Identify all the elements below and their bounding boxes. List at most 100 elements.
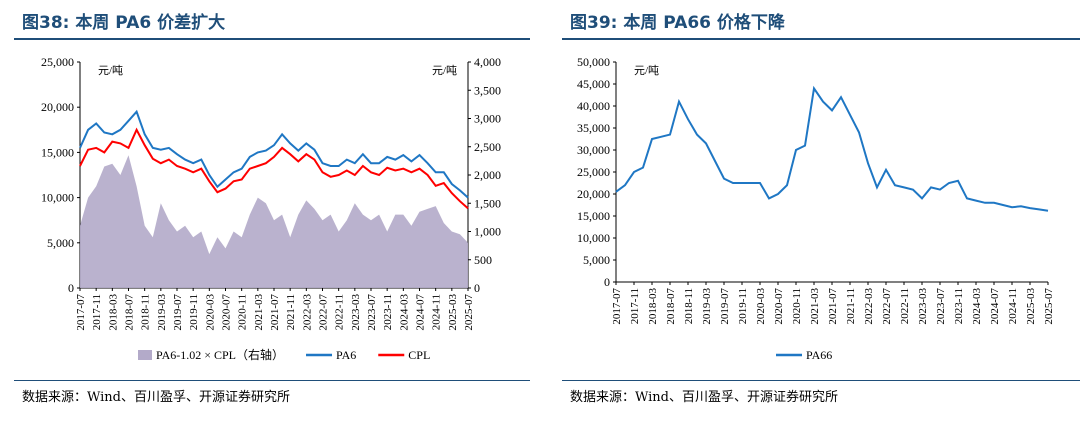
left-figure-title: 图38: 本周 PA6 价差扩大: [22, 13, 226, 33]
x-tick-label: 2021-11: [285, 294, 297, 330]
x-tick-label: 2022-03: [301, 294, 313, 331]
x-tick-label: 2021-03: [809, 288, 821, 325]
x-tick-label: 2021-07: [269, 294, 281, 331]
y-left-tick-label: 40,000: [577, 99, 610, 113]
x-tick-label: 2024-11: [431, 294, 443, 330]
x-tick-label: 2018-11: [683, 288, 695, 324]
x-tick-label: 2022-11: [899, 288, 911, 324]
left-figure-panel: 图38: 本周 PA6 价差扩大 0 5,000 10,000 15,000 20,00…: [0, 0, 530, 421]
x-tick-label: 2020-11: [237, 294, 249, 330]
legend-swatch-area: [138, 350, 152, 360]
x-tick-label: 2018-03: [107, 294, 119, 331]
x-tick-label: 2019-03: [156, 294, 168, 331]
right-bottom-rule: [562, 380, 1080, 381]
y-left-tick-label: 15,000: [577, 209, 610, 223]
x-tick-label: 2021-03: [253, 294, 265, 331]
x-tick-label: 2023-03: [350, 294, 362, 331]
x-tick-label: 2025-07: [463, 294, 475, 331]
y-right-tick-label: 3,500: [474, 83, 501, 97]
x-tick-label: 2021-11: [845, 288, 857, 324]
x-tick-label: 2025-07: [1043, 288, 1055, 325]
y-left-tick-label: 5,000: [47, 236, 74, 250]
x-tick-label: 2025-03: [447, 294, 459, 331]
y-left-tick-label: 25,000: [41, 55, 74, 69]
legend-label: PA66: [806, 348, 832, 362]
x-tick-label: 2020-11: [791, 288, 803, 324]
pa66-chart: 0 5,000 10,000 15,000 20,000 25,000 30,000 35,0…: [577, 55, 1055, 362]
y-left-tick-label: 30,000: [577, 143, 610, 157]
y-right-tick-label: 1,000: [474, 225, 501, 239]
x-tick-label: 2023-07: [935, 288, 947, 325]
y-left-tick-label: 0: [68, 281, 74, 295]
x-tick-label: 2022-03: [863, 288, 875, 325]
x-tick-label: 2022-07: [881, 288, 893, 325]
right-figure-panel: 图39: 本周 PA66 价格下降 0 5,000 10,000 15,000 20,0…: [548, 0, 1080, 421]
x-tick-label: 2023-07: [366, 294, 378, 331]
y-right-tick-label: 0: [474, 281, 480, 295]
series-area-spread: [80, 155, 468, 288]
unit-label-right: 元/吨: [432, 64, 457, 77]
left-title-rule: [14, 38, 530, 40]
x-tick-label: 2018-07: [124, 294, 136, 331]
x-tick-label: 2018-03: [647, 288, 659, 325]
pa6-chart: 0 5,000 10,000 15,000 20,000 25,000 0 500 1,000 1…: [41, 55, 501, 362]
y-right-tick-label: 500: [474, 253, 492, 267]
right-source-note: 数据来源：Wind、百川盈孚、开源证券研究所: [570, 390, 838, 405]
x-tick-label: 2019-03: [701, 288, 713, 325]
x-tick-label: 2024-07: [989, 288, 1001, 325]
x-tick-label: 2017-07: [611, 288, 623, 325]
unit-label-left: 元/吨: [98, 64, 123, 77]
y-right-tick-label: 2,000: [474, 168, 501, 182]
left-source-note: 数据来源：Wind、百川盈孚、开源证券研究所: [22, 390, 290, 405]
x-tick-label: 2023-11: [953, 288, 965, 324]
x-tick-label: 2020-07: [773, 288, 785, 325]
x-tick-label: 2024-03: [971, 288, 983, 325]
y-left-tick-label: 20,000: [577, 187, 610, 201]
y-left-tick-label: 10,000: [577, 231, 610, 245]
x-tick-label: 2018-11: [140, 294, 152, 330]
x-tick-label: 2025-03: [1025, 288, 1037, 325]
x-tick-label: 2017-11: [629, 288, 641, 324]
y-left-tick-label: 10,000: [41, 191, 74, 205]
x-tick-label: 2023-03: [917, 288, 929, 325]
x-tick-label: 2024-07: [415, 294, 427, 331]
x-tick-label: 2024-03: [398, 294, 410, 331]
x-tick-label: 2017-07: [75, 294, 87, 331]
x-tick-label: 2019-11: [737, 288, 749, 324]
right-figure-title: 图39: 本周 PA66 价格下降: [570, 13, 785, 33]
y-left-tick-label: 50,000: [577, 55, 610, 69]
x-tick-label: 2020-03: [204, 294, 216, 331]
y-left-tick-label: 15,000: [41, 145, 74, 159]
x-tick-label: 2022-07: [318, 294, 330, 331]
series-line-cpl: [79, 127, 469, 210]
unit-label-left: 元/吨: [634, 64, 659, 77]
x-tick-label: 2024-11: [1007, 288, 1019, 324]
x-tick-label: 2019-07: [719, 288, 731, 325]
x-tick-label: 2020-03: [755, 288, 767, 325]
x-tick-label: 2017-11: [91, 294, 103, 330]
x-tick-label: 2019-07: [172, 294, 184, 331]
y-right-tick-label: 2,500: [474, 140, 501, 154]
y-left-tick-label: 25,000: [577, 165, 610, 179]
x-tick-label: 2020-07: [221, 294, 233, 331]
y-left-tick-label: 45,000: [577, 77, 610, 91]
series-line-pa66: [615, 85, 1049, 212]
x-tick-label: 2018-07: [665, 288, 677, 325]
y-right-tick-label: 1,500: [474, 196, 501, 210]
y-left-tick-label: 5,000: [583, 253, 610, 267]
y-left-tick-label: 20,000: [41, 100, 74, 114]
left-bottom-rule: [14, 380, 530, 381]
y-right-tick-label: 4,000: [474, 55, 501, 69]
x-tick-label: 2023-11: [382, 294, 394, 330]
y-right-tick-label: 3,000: [474, 112, 501, 126]
right-title-rule: [562, 38, 1080, 40]
legend-label: PA6: [336, 348, 356, 362]
series-line-pa6: [79, 109, 469, 199]
x-tick-label: 2022-11: [334, 294, 346, 330]
x-tick-label: 2019-11: [188, 294, 200, 330]
legend-label: CPL: [408, 348, 430, 362]
legend-label: PA6-1.02 × CPL（右轴）: [156, 347, 284, 362]
x-tick-label: 2021-07: [827, 288, 839, 325]
y-left-tick-label: 0: [604, 275, 610, 289]
y-left-tick-label: 35,000: [577, 121, 610, 135]
